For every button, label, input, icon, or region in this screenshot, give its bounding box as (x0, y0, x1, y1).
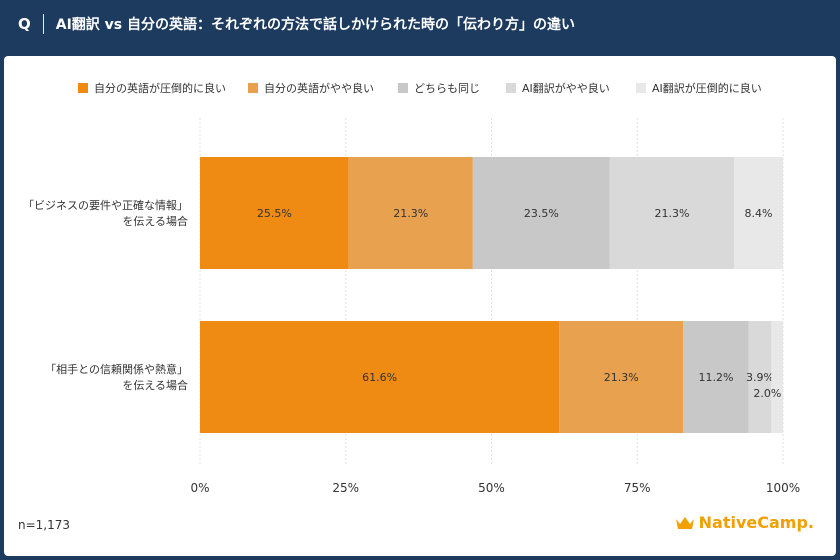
x-tick-label: 0% (190, 481, 209, 495)
stacked-bar-chart: 0% 25% 50% 75% 100% 自分の英語が圧倒的に良い 自分の英語がやや良い どちら… (23, 81, 800, 495)
bar-segment (748, 321, 772, 433)
legend-label: どちらも同じ (414, 82, 480, 95)
data-label: 8.4% (745, 207, 773, 220)
bar-segment (348, 157, 473, 269)
sample-size: n=1,173 (18, 518, 71, 532)
category-label: を伝える場合 (122, 378, 188, 392)
legend-label: 自分の英語が圧倒的に良い (94, 81, 226, 95)
data-label: 21.3% (393, 207, 428, 220)
bar-segment (609, 157, 735, 269)
bar-segment (200, 157, 349, 269)
category-label: 「相手との信頼関係や熱意」 (45, 362, 188, 376)
legend-swatch (398, 83, 408, 93)
data-label: 2.0% (753, 387, 781, 400)
legend-swatch (636, 83, 646, 93)
bar-segment (771, 321, 783, 433)
brand-name: NativeCamp. (698, 513, 814, 532)
bar-segment (559, 321, 684, 433)
crown-icon (675, 516, 694, 529)
category-label: 「ビジネスの要件や正確な情報」 (23, 198, 188, 212)
data-label: 11.2% (698, 371, 733, 384)
legend-swatch (78, 83, 88, 93)
header: Q AI翻訳 vs 自分の英語：それぞれの方法で話しかけられた時の「伝わり方」の… (0, 0, 840, 48)
bar-segment (472, 157, 610, 269)
chart-title: AI翻訳 vs 自分の英語：それぞれの方法で話しかけられた時の「伝わり方」の違い (55, 17, 576, 33)
chart-panel: 0% 25% 50% 75% 100% 自分の英語が圧倒的に良い 自分の英語がやや良い どちら… (4, 56, 836, 556)
legend-label: 自分の英語がやや良い (264, 81, 374, 95)
legend-label: AI翻訳がやや良い (522, 81, 610, 95)
data-label: 3.9% (746, 371, 774, 384)
data-label: 23.5% (524, 207, 559, 220)
brand-logo: NativeCamp. (675, 513, 814, 532)
data-label: 21.3% (654, 207, 689, 220)
legend-swatch (506, 83, 516, 93)
data-label: 25.5% (257, 207, 292, 220)
x-tick-label: 75% (624, 481, 651, 495)
x-tick-label: 25% (332, 481, 359, 495)
bar-segment (734, 157, 783, 269)
legend-label: AI翻訳が圧倒的に良い (652, 81, 762, 95)
header-divider (42, 14, 44, 34)
bar-segment (683, 321, 749, 433)
question-label: Q (18, 15, 31, 33)
bar-segment (200, 321, 560, 433)
x-tick-label: 100% (766, 481, 800, 495)
x-tick-label: 50% (478, 481, 505, 495)
data-label: 21.3% (604, 371, 639, 384)
legend-swatch (248, 83, 258, 93)
data-label: 61.6% (362, 371, 397, 384)
category-label: を伝える場合 (122, 214, 188, 228)
